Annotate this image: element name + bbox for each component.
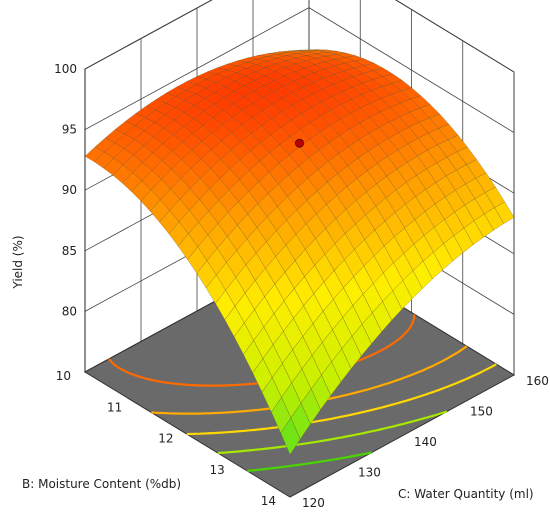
y-tick-label: 140: [414, 435, 437, 449]
tick-labels: 80 85 90 95 100 10 11 12 13 14 120 130 140 150 160: [54, 62, 549, 510]
z-tick-label: 80: [62, 304, 77, 318]
z-gridline: [84, 0, 515, 73]
z-tick-label: 95: [62, 123, 77, 137]
surface-patch: [280, 417, 301, 455]
x-tick-label: 12: [158, 432, 173, 446]
z-axis-label: Yield (%): [11, 235, 25, 289]
x-axis-label: B: Moisture Content (%db): [22, 477, 181, 491]
x-tick-label: 14: [261, 494, 276, 508]
z-tick-label: 90: [62, 183, 77, 197]
y-tick-label: 150: [470, 405, 493, 419]
y-tick-label: 120: [302, 496, 325, 510]
x-tick-label: 10: [56, 369, 71, 383]
contour-line: [247, 451, 372, 472]
x-tick-label: 11: [107, 400, 122, 414]
y-axis-label: C: Water Quantity (ml): [398, 487, 534, 501]
z-tick-label: 85: [62, 244, 77, 258]
yield-surface: [84, 49, 515, 455]
z-tick-label: 100: [54, 62, 77, 76]
design-point: [295, 138, 304, 148]
y-tick-label: 130: [358, 466, 381, 480]
x-tick-label: 13: [209, 463, 224, 477]
y-tick-label: 160: [526, 374, 549, 388]
